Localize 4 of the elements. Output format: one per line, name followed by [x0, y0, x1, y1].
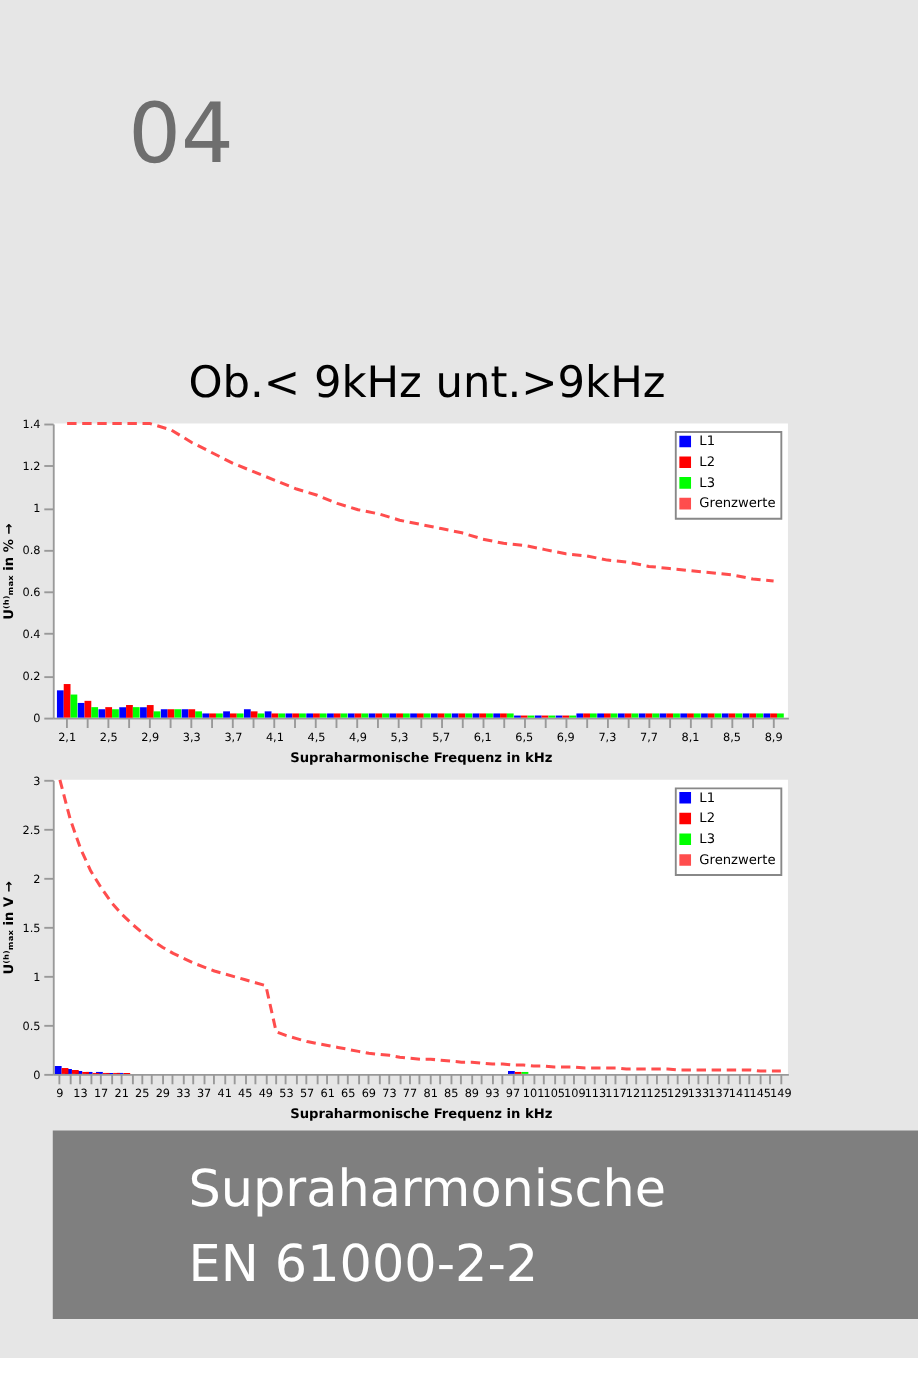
text: Supraharmonische — [188, 1157, 666, 1218]
text: EN 61000-2-2 — [188, 1233, 539, 1294]
text: 04 — [128, 85, 234, 182]
text: Ob.< 9kHz unt.>9kHz — [188, 359, 666, 410]
